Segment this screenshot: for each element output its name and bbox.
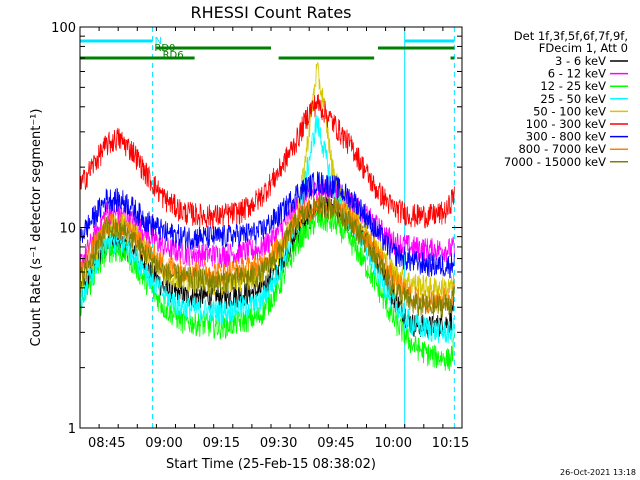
legend-header-1: Det 1f,3f,5f,6f,7f,9f, xyxy=(514,29,628,43)
series-line-3 xyxy=(79,115,455,344)
x-tick-label: 10:15 xyxy=(432,436,469,451)
legend-label-0: 3 - 6 keV xyxy=(555,54,606,68)
attenuator-label-rd0: RD0 xyxy=(154,43,175,54)
x-axis-label: Start Time (25-Feb-15 08:38:02) xyxy=(166,457,376,472)
legend-label-1: 6 - 12 keV xyxy=(548,67,606,81)
legend-label-8: 7000 - 15000 keV xyxy=(504,155,606,169)
x-tick-label: 10:00 xyxy=(375,436,412,451)
legend-label-2: 12 - 25 keV xyxy=(540,79,606,93)
y-tick-label: 1 xyxy=(68,422,76,437)
y-tick-label: 100 xyxy=(51,21,76,36)
y-axis-label: Count Rate (s⁻¹ detector segment⁻¹) xyxy=(29,109,44,347)
x-tick-label: 09:00 xyxy=(145,436,182,451)
x-tick-label: 09:45 xyxy=(317,436,354,451)
footer-timestamp: 26-Oct-2021 13:18 xyxy=(560,468,636,477)
series-line-5 xyxy=(79,94,455,230)
x-tick-label: 08:45 xyxy=(88,436,125,451)
legend-label-4: 50 - 100 keV xyxy=(533,104,606,118)
x-tick-label: 09:30 xyxy=(260,436,297,451)
legend-label-6: 300 - 800 keV xyxy=(526,130,606,144)
y-tick-label: 10 xyxy=(59,222,76,237)
legend-header-2: FDecim 1, Att 0 xyxy=(539,41,628,55)
attenuator-label-n: N xyxy=(155,36,162,47)
legend-label-3: 25 - 50 keV xyxy=(540,92,606,106)
x-tick-label: 09:15 xyxy=(203,436,240,451)
chart-title: RHESSI Count Rates xyxy=(191,3,352,22)
series-line-8 xyxy=(79,194,455,320)
legend-label-7: 800 - 7000 keV xyxy=(518,142,606,156)
legend-label-5: 100 - 300 keV xyxy=(526,117,606,131)
attenuator-label-rd6: RD6 xyxy=(163,50,184,61)
series-line-1 xyxy=(79,179,455,272)
series-line-6 xyxy=(79,171,455,279)
